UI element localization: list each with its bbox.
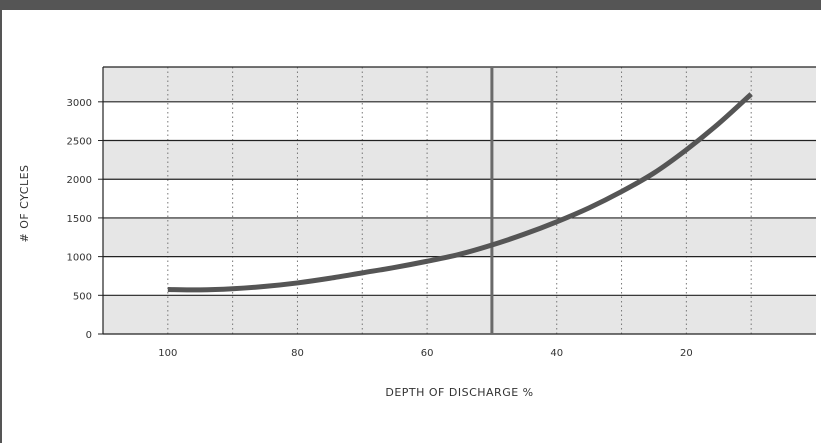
y-tick-label: 1000 [67, 253, 92, 264]
series-line [167, 92, 753, 293]
plot-band [103, 140, 816, 180]
series-group [167, 92, 753, 293]
y-tick-label: 3000 [67, 98, 92, 109]
x-tick-label: 60 [421, 348, 434, 359]
plot-bands [103, 67, 816, 334]
x-tick-label: 100 [158, 348, 177, 359]
plot-band [103, 67, 816, 102]
left-border [0, 10, 2, 443]
y-tick-label: 2500 [67, 137, 92, 148]
x-tick-label: 80 [291, 348, 304, 359]
horizontal-gridlines [102, 66, 816, 335]
plot-band [103, 295, 816, 334]
plot-band [103, 101, 816, 141]
plot-band [103, 217, 816, 257]
top-bar [0, 0, 821, 10]
plot-band [103, 179, 816, 218]
y-axis-label: # OF CYCLES [18, 164, 31, 242]
x-tick-label: 40 [550, 348, 563, 359]
y-tick-label: 0 [86, 330, 92, 341]
y-tick-label: 1500 [67, 214, 92, 225]
y-tick-label: 2000 [67, 175, 92, 186]
y-axis-ticks: 0 500 1000 1500 2000 2500 3000 [67, 98, 103, 341]
y-tick-label: 500 [73, 291, 92, 302]
x-tick-label: 20 [680, 348, 693, 359]
x-axis-label: DEPTH OF DISCHARGE % [385, 386, 533, 399]
x-axis-ticks: 100 80 60 40 20 [158, 348, 692, 359]
